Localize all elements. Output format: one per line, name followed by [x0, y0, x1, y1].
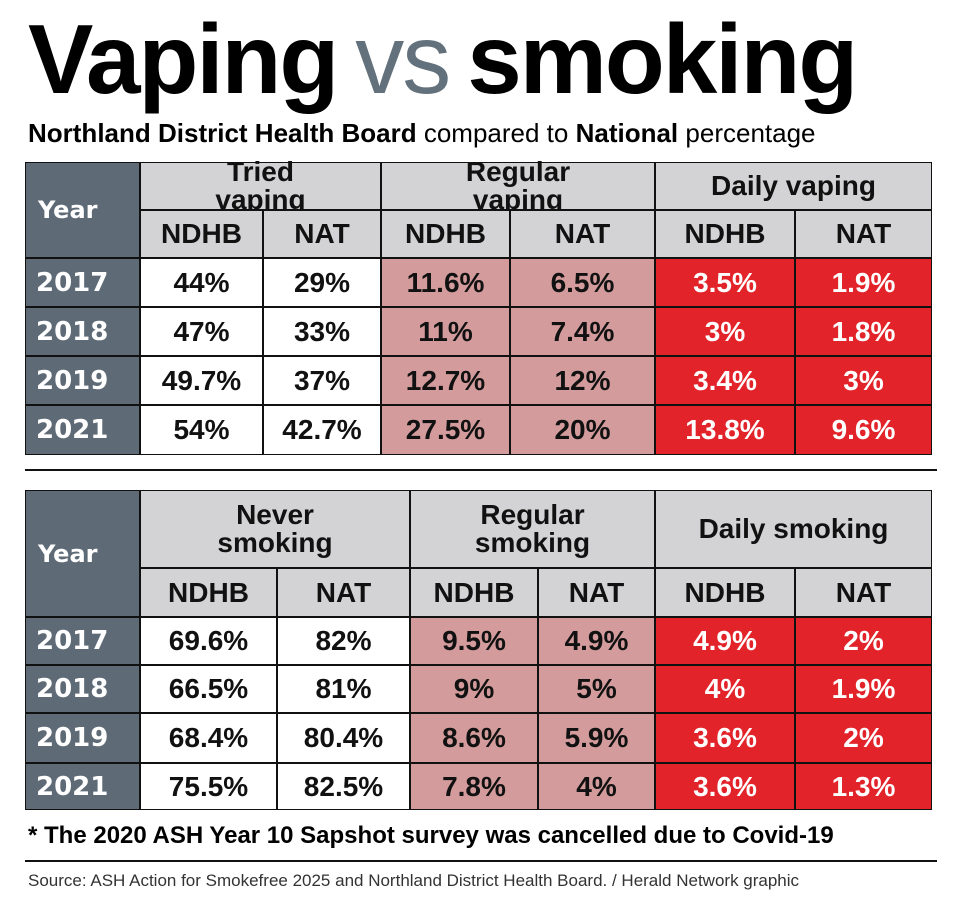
year-header: Year [25, 162, 140, 258]
sub-header: NAT [795, 210, 932, 258]
value-cell: 11% [381, 307, 510, 356]
year-cell: 2017 [25, 617, 140, 665]
divider [25, 469, 937, 471]
year-cell: 2021 [25, 405, 140, 455]
value-cell: 6.5% [510, 258, 655, 307]
value-cell: 33% [263, 307, 381, 356]
value-cell: 2% [795, 713, 932, 763]
value-cell: 3% [655, 307, 795, 356]
group-header: Tried vaping [140, 158, 381, 214]
sub-header: NAT [538, 568, 655, 617]
sub-header: NDHB [381, 210, 510, 258]
title-word: smoking [467, 4, 858, 114]
value-cell: 11.6% [381, 258, 510, 307]
value-cell: 4% [655, 665, 795, 713]
value-cell: 54% [140, 405, 263, 455]
value-cell: 4.9% [655, 617, 795, 665]
value-cell: 44% [140, 258, 263, 307]
value-cell: 75.5% [140, 763, 277, 810]
value-cell: 2% [795, 617, 932, 665]
year-cell: 2019 [25, 713, 140, 763]
year-cell: 2018 [25, 307, 140, 356]
group-header: Daily smoking [655, 490, 932, 568]
divider [25, 860, 937, 862]
subtitle-text: compared to [423, 118, 569, 148]
value-cell: 1.8% [795, 307, 932, 356]
value-cell: 20% [510, 405, 655, 455]
value-cell: 68.4% [140, 713, 277, 763]
value-cell: 1.3% [795, 763, 932, 810]
sub-header: NAT [795, 568, 932, 617]
value-cell: 1.9% [795, 258, 932, 307]
value-cell: 42.7% [263, 405, 381, 455]
value-cell: 37% [263, 356, 381, 405]
subtitle-text: percentage [685, 118, 816, 148]
title-word: Vaping [28, 4, 339, 114]
value-cell: 27.5% [381, 405, 510, 455]
source: Source: ASH Action for Smokefree 2025 an… [28, 871, 800, 890]
value-cell: 3.5% [655, 258, 795, 307]
group-header: Regular vaping [381, 158, 655, 214]
title: Vaping vs smoking [28, 4, 858, 114]
value-cell: 82% [277, 617, 410, 665]
title-vs: vs [355, 4, 451, 114]
value-cell: 9% [410, 665, 538, 713]
value-cell: 7.4% [510, 307, 655, 356]
value-cell: 80.4% [277, 713, 410, 763]
subtitle-bold: Northland District Health Board [28, 118, 417, 148]
footnote: * The 2020 ASH Year 10 Sapshot survey wa… [28, 822, 834, 849]
value-cell: 4% [538, 763, 655, 810]
value-cell: 12.7% [381, 356, 510, 405]
value-cell: 1.9% [795, 665, 932, 713]
sub-header: NDHB [655, 210, 795, 258]
value-cell: 3.4% [655, 356, 795, 405]
sub-header: NDHB [140, 568, 277, 617]
value-cell: 13.8% [655, 405, 795, 455]
value-cell: 9.6% [795, 405, 932, 455]
group-header: Daily vaping [655, 162, 932, 210]
sub-header: NAT [510, 210, 655, 258]
sub-header: NAT [277, 568, 410, 617]
year-cell: 2021 [25, 763, 140, 810]
value-cell: 3.6% [655, 713, 795, 763]
value-cell: 3% [795, 356, 932, 405]
value-cell: 5% [538, 665, 655, 713]
value-cell: 8.6% [410, 713, 538, 763]
value-cell: 4.9% [538, 617, 655, 665]
value-cell: 29% [263, 258, 381, 307]
year-cell: 2018 [25, 665, 140, 713]
sub-header: NAT [263, 210, 381, 258]
subtitle: Northland District Health Board compared… [28, 118, 816, 149]
sub-header: NDHB [655, 568, 795, 617]
value-cell: 82.5% [277, 763, 410, 810]
group-header: Never smoking [140, 490, 410, 568]
value-cell: 9.5% [410, 617, 538, 665]
group-header: Regular smoking [410, 490, 655, 568]
sub-header: NDHB [140, 210, 263, 258]
value-cell: 66.5% [140, 665, 277, 713]
value-cell: 49.7% [140, 356, 263, 405]
year-cell: 2017 [25, 258, 140, 307]
value-cell: 7.8% [410, 763, 538, 810]
year-cell: 2019 [25, 356, 140, 405]
year-header: Year [25, 490, 140, 617]
value-cell: 5.9% [538, 713, 655, 763]
value-cell: 12% [510, 356, 655, 405]
value-cell: 47% [140, 307, 263, 356]
value-cell: 81% [277, 665, 410, 713]
value-cell: 3.6% [655, 763, 795, 810]
value-cell: 69.6% [140, 617, 277, 665]
subtitle-bold: National [575, 118, 679, 148]
sub-header: NDHB [410, 568, 538, 617]
